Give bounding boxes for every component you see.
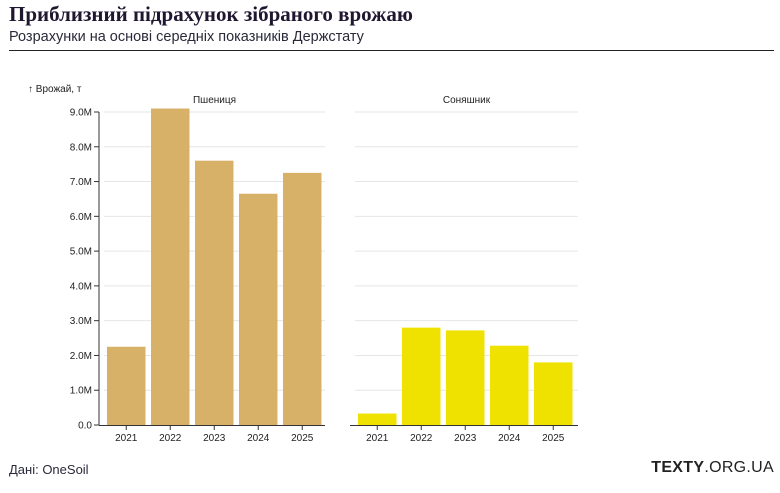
chart-subtitle: Розрахунки на основі середніх показників… — [9, 29, 364, 45]
x-tick-label: 2023 — [203, 433, 226, 444]
panel-title: Пшениця — [193, 95, 236, 106]
bar — [402, 327, 441, 425]
x-tick-label: 2021 — [115, 433, 138, 444]
bar — [358, 413, 397, 425]
x-tick-label: 2022 — [159, 433, 182, 444]
x-tick-label: 2024 — [498, 433, 521, 444]
logo-bold: TEXTY — [651, 459, 705, 476]
x-tick-label: 2024 — [247, 433, 270, 444]
x-tick-label: 2021 — [366, 433, 389, 444]
x-tick-label: 2023 — [454, 433, 477, 444]
y-tick-label: 5.0M — [70, 247, 92, 258]
bar — [239, 193, 278, 425]
bar — [107, 346, 146, 425]
header-divider — [9, 50, 774, 51]
y-tick-label: 1.0M — [70, 386, 92, 397]
y-tick-label: 3.0M — [70, 316, 92, 327]
bar — [490, 345, 529, 425]
y-tick-label: 8.0M — [70, 142, 92, 153]
x-tick-label: 2025 — [291, 433, 314, 444]
x-tick-label: 2022 — [410, 433, 433, 444]
y-tick-label: 0.0 — [78, 421, 92, 432]
y-tick-label: 9.0M — [70, 108, 92, 119]
y-tick-label: 4.0M — [70, 281, 92, 292]
logo-rest: .ORG.UA — [704, 459, 774, 476]
y-axis-label: ↑ Врожай, т — [28, 84, 82, 95]
y-tick-label: 7.0M — [70, 177, 92, 188]
panel-title: Соняшник — [443, 95, 491, 106]
bar — [446, 330, 485, 425]
texty-logo[interactable]: TEXTY.ORG.UA — [651, 459, 774, 477]
x-tick-label: 2025 — [542, 433, 565, 444]
y-tick-label: 6.0M — [70, 212, 92, 223]
bar — [195, 160, 234, 425]
bar — [283, 172, 322, 425]
chart-title: Приблизний підрахунок зібраного врожаю — [9, 2, 413, 26]
bar — [534, 362, 573, 425]
y-tick-label: 2.0M — [70, 351, 92, 362]
bar — [151, 108, 190, 426]
data-source: Дані: OneSoil — [9, 462, 89, 477]
